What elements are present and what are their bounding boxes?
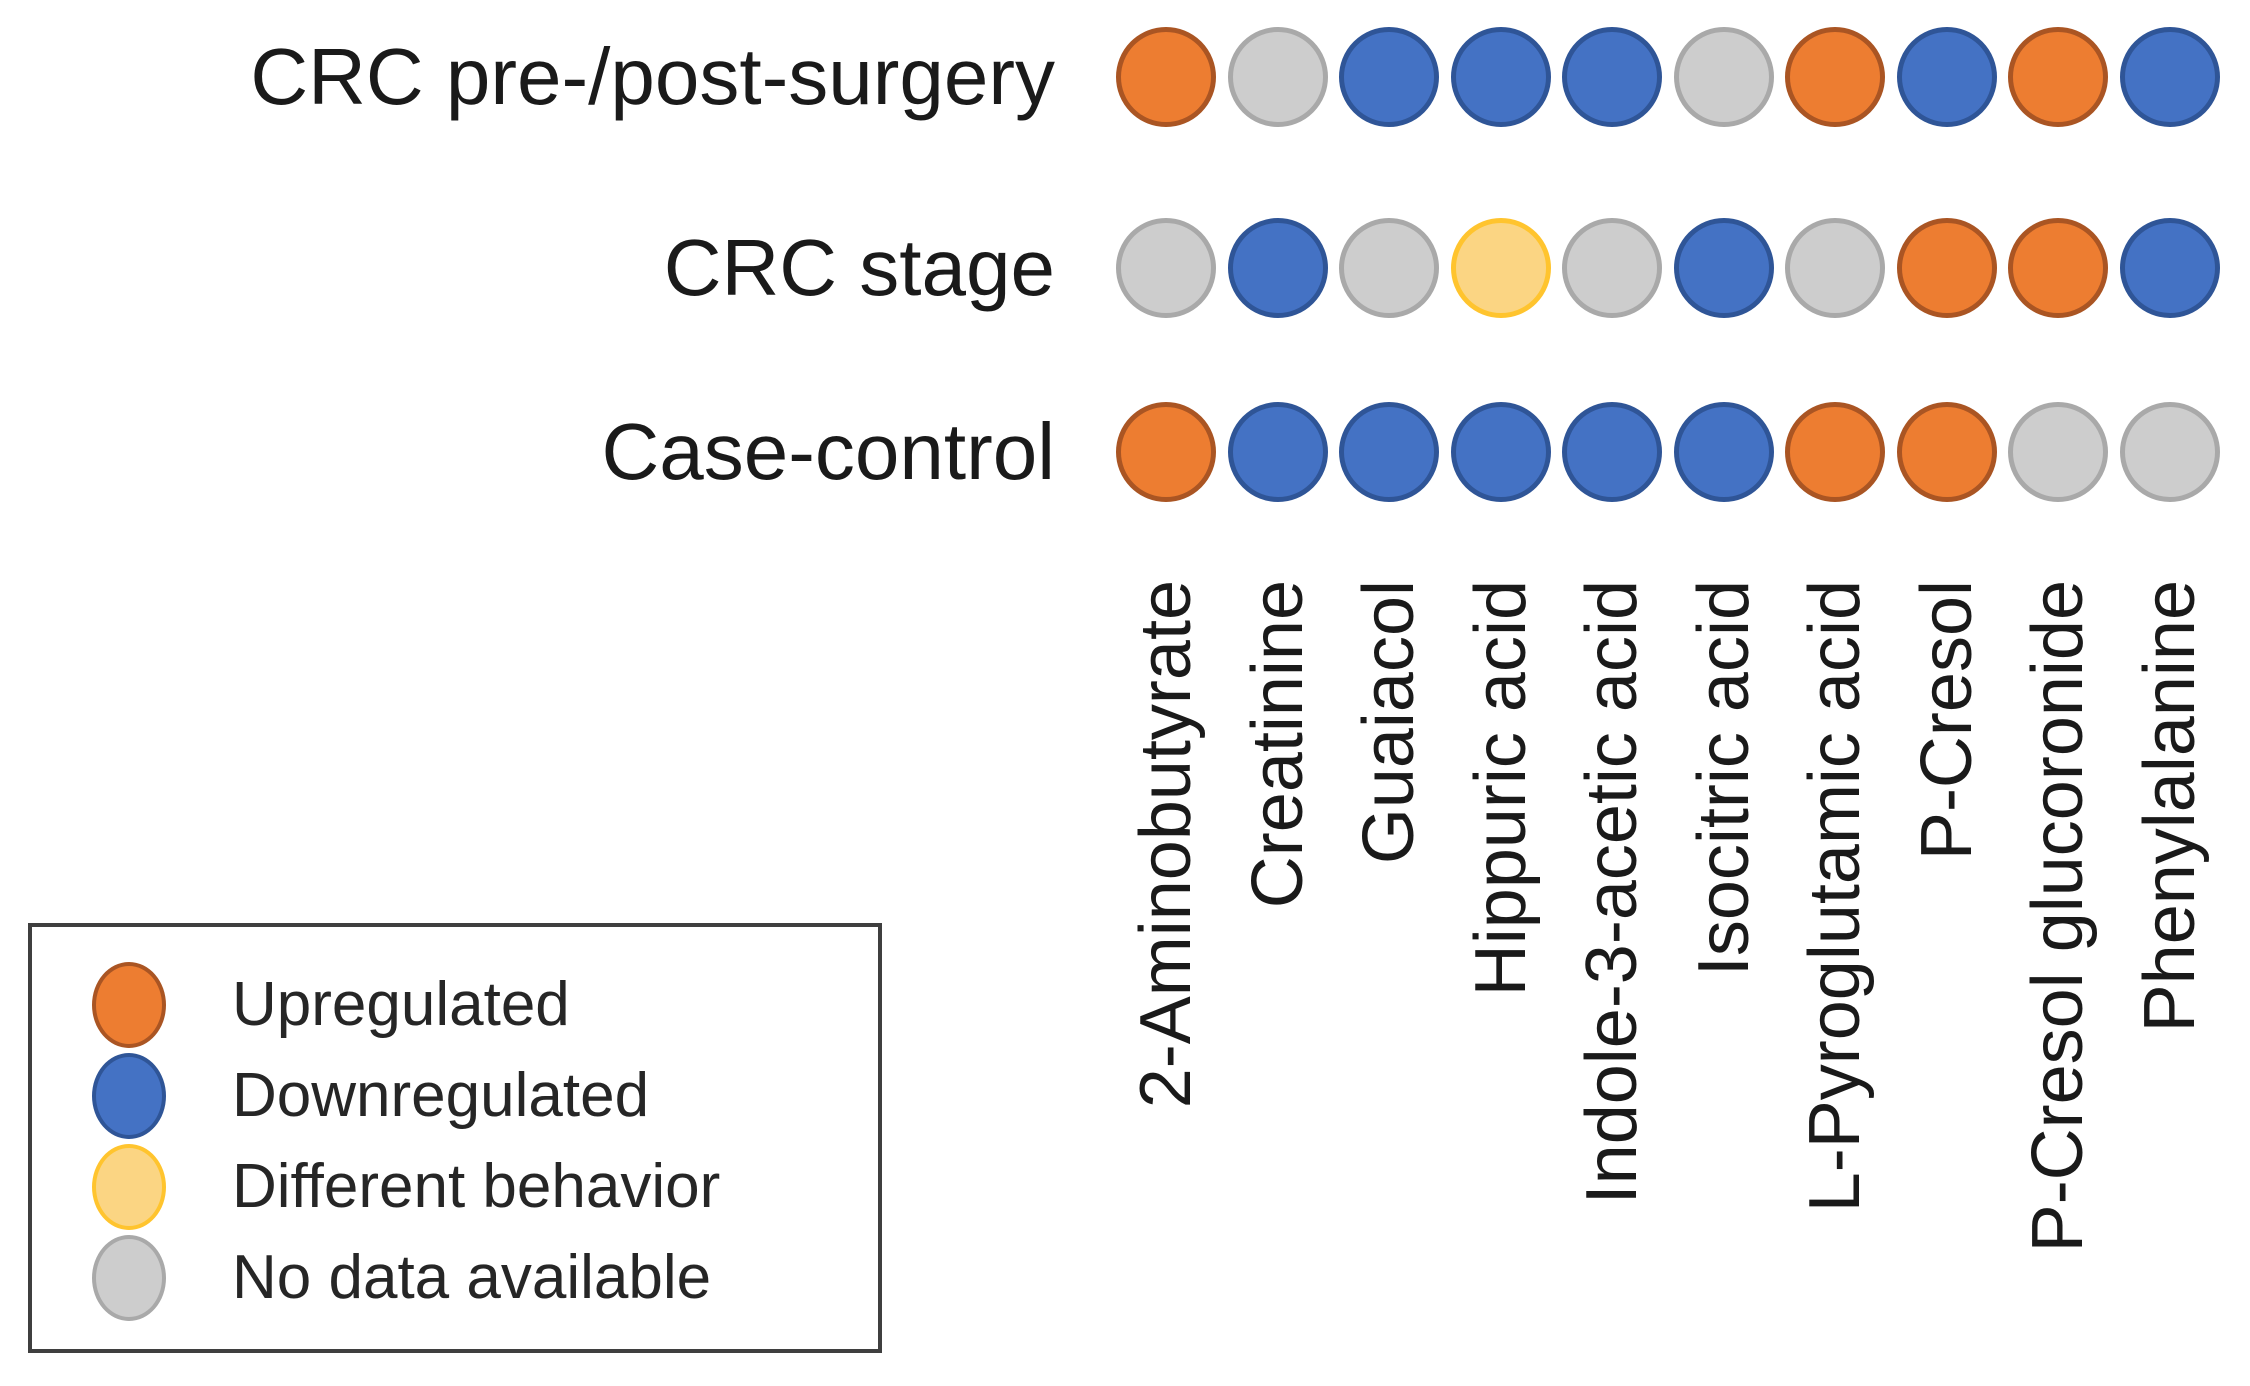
dot-crc-pre-post-surgery-isocitric-acid [1673, 27, 1774, 127]
column-label-creatinine: Creatinine [1237, 580, 1318, 909]
upregulated-dot-icon [92, 961, 166, 1048]
legend-item-no-data: No data available [32, 1232, 878, 1323]
dot-case-control-2-aminobutyrate [1116, 402, 1216, 502]
legend-label-different-behavior: Different behavior [232, 1152, 721, 1221]
dot-crc-stage-2-aminobutyrate [1116, 218, 1216, 318]
column-label-p-cresol: P-Cresol [1906, 580, 1987, 861]
dot-crc-stage-isocitric-acid [1673, 218, 1774, 318]
dot-crc-stage-guaiacol [1339, 218, 1440, 318]
dot-case-control-creatinine [1227, 402, 1328, 502]
dot-crc-pre-post-surgery-phenylalanine [2120, 27, 2221, 127]
dot-crc-stage-indole-3-acetic-acid [1562, 218, 1663, 318]
column-label-l-pyroglutamic-acid: L-Pyroglutamic acid [1795, 580, 1876, 1213]
dot-crc-pre-post-surgery-l-pyroglutamic-acid [1785, 27, 1886, 127]
column-label-hippuric-acid: Hippuric acid [1460, 580, 1541, 997]
legend-label-upregulated: Upregulated [232, 970, 570, 1039]
dot-crc-pre-post-surgery-p-cresol [1896, 27, 1997, 127]
row-label-crc-pre-post-surgery: CRC pre-/post-surgery [250, 32, 1055, 121]
dot-crc-stage-p-cresol [1896, 218, 1997, 318]
column-label-phenylalanine: Phenylalanine [2130, 580, 2211, 1033]
dot-crc-stage-phenylalanine [2120, 218, 2221, 318]
dot-case-control-p-cresol [1896, 402, 1997, 502]
dot-crc-stage-p-cresol-glucoronide [2008, 218, 2109, 318]
dot-case-control-l-pyroglutamic-acid [1785, 402, 1886, 502]
downregulated-dot-icon [92, 1052, 166, 1139]
dot-crc-pre-post-surgery-2-aminobutyrate [1116, 27, 1216, 127]
dot-crc-pre-post-surgery-p-cresol-glucoronide [2008, 27, 2109, 127]
row-label-crc-stage: CRC stage [663, 223, 1055, 312]
no-data-dot-icon [92, 1234, 166, 1321]
legend-item-different-behavior: Different behavior [32, 1141, 878, 1232]
legend-item-downregulated: Downregulated [32, 1050, 878, 1141]
row-label-case-control: Case-control [601, 407, 1055, 496]
dot-crc-stage-l-pyroglutamic-acid [1785, 218, 1886, 318]
dot-crc-stage-hippuric-acid [1450, 218, 1551, 318]
dot-case-control-indole-3-acetic-acid [1562, 402, 1663, 502]
column-label-indole-3-acetic-acid: Indole-3-acetic acid [1572, 580, 1653, 1205]
dot-crc-pre-post-surgery-creatinine [1227, 27, 1328, 127]
column-label-2-aminobutyrate: 2-Aminobutyrate [1126, 580, 1206, 1109]
legend: Upregulated Downregulated Different beha… [28, 923, 882, 1353]
legend-label-downregulated: Downregulated [232, 1061, 650, 1130]
dot-case-control-isocitric-acid [1673, 402, 1774, 502]
dot-crc-pre-post-surgery-hippuric-acid [1450, 27, 1551, 127]
legend-item-upregulated: Upregulated [32, 959, 878, 1050]
column-label-p-cresol-glucoronide: P-Cresol glucoronide [2018, 580, 2099, 1253]
dot-case-control-phenylalanine [2120, 402, 2221, 502]
dot-crc-stage-creatinine [1227, 218, 1328, 318]
dot-case-control-hippuric-acid [1450, 402, 1551, 502]
dot-case-control-p-cresol-glucoronide [2008, 402, 2109, 502]
dot-crc-pre-post-surgery-indole-3-acetic-acid [1562, 27, 1663, 127]
column-label-guaiacol: Guaiacol [1349, 580, 1430, 865]
legend-label-no-data: No data available [232, 1243, 712, 1312]
dot-case-control-guaiacol [1339, 402, 1440, 502]
different-behavior-dot-icon [92, 1143, 166, 1230]
column-label-isocitric-acid: Isocitric acid [1683, 580, 1764, 977]
dot-crc-pre-post-surgery-guaiacol [1339, 27, 1440, 127]
